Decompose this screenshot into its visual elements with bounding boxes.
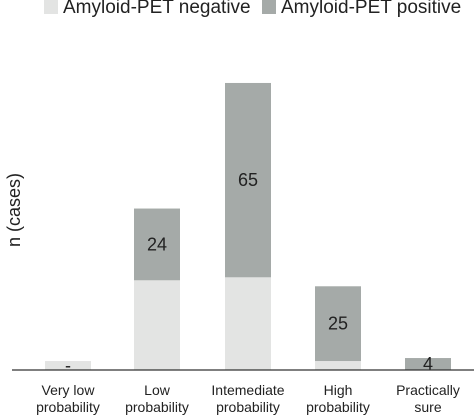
legend-label-0: Amyloid-PET negative xyxy=(63,0,251,18)
data-label-1: 24 xyxy=(147,234,167,254)
legend: Amyloid-PET negative Amyloid-PET positive xyxy=(44,0,461,18)
data-label-4: 4 xyxy=(423,354,433,374)
x-tick-label-0-line-0: Very low xyxy=(42,382,96,398)
bars: - 24 65 25 4 xyxy=(45,82,451,376)
bar-4-series-1 xyxy=(405,358,451,370)
bar-3-series-1 xyxy=(315,286,361,362)
data-label-3: 25 xyxy=(328,314,348,334)
legend-swatch-0 xyxy=(44,0,58,14)
data-label-0: - xyxy=(65,356,71,376)
bar-2-series-0 xyxy=(225,277,271,370)
x-tick-label-4-line-1: sure xyxy=(414,399,441,415)
bar-3-series-0 xyxy=(315,361,361,370)
legend-swatch-1 xyxy=(262,0,276,14)
x-tick-labels: Very lowprobabilityLowprobabilityIntemed… xyxy=(36,382,460,415)
x-tick-label-4-line-0: Practically xyxy=(396,382,460,398)
x-tick-label-1-line-1: probability xyxy=(125,399,189,415)
x-tick-label-1-line-0: Low xyxy=(144,382,171,398)
bar-1-series-0 xyxy=(134,280,180,370)
y-axis-label: n (cases) xyxy=(4,173,24,247)
bar-0-series-0 xyxy=(45,361,91,370)
bar-1-series-1 xyxy=(134,208,180,281)
x-tick-label-0-line-1: probability xyxy=(36,399,100,415)
bar-2-series-1 xyxy=(225,82,271,278)
x-tick-label-3-line-0: High xyxy=(324,382,353,398)
x-tick-label-2-line-0: Intemediate xyxy=(211,382,284,398)
legend-label-1: Amyloid-PET positive xyxy=(281,0,461,18)
data-label-2: 65 xyxy=(238,170,258,190)
x-tick-label-3-line-1: probability xyxy=(306,399,370,415)
x-tick-label-2-line-1: probability xyxy=(216,399,280,415)
